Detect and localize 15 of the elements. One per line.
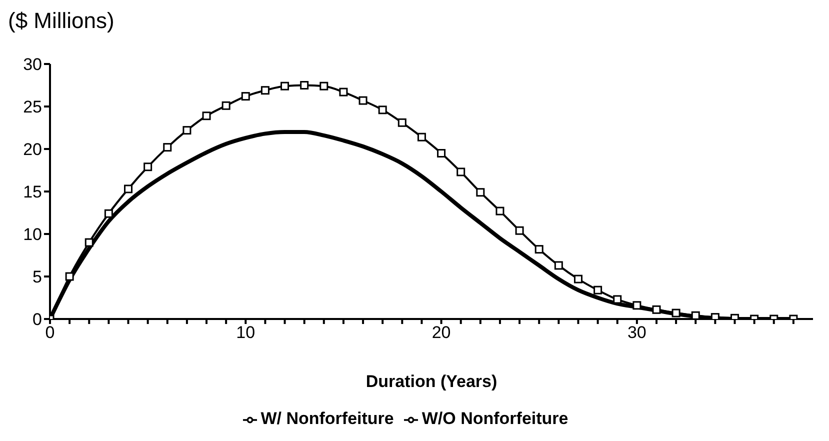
x-tick-label: 0 [45,323,55,342]
y-tick-label: 20 [23,140,42,160]
y-axis-title: ($ Millions) [8,8,114,34]
y-tick-label: 25 [23,98,42,117]
x-axis-title: Duration (Years) [366,372,498,391]
x-tick-label: 30 [627,323,646,342]
x-tick-label: 10 [236,323,256,342]
y-tick-label: 10 [23,225,42,244]
y-tick-label: 15 [23,182,42,202]
y-tick-label: 30 [23,55,42,74]
legend-label: W/ Nonforfeiture [260,409,394,428]
y-tick-label: 5 [32,268,42,287]
x-tick-label: 20 [432,323,451,342]
legend-label: W/O Nonforfeiture [422,409,568,428]
y-tick-label: 0 [32,310,42,330]
